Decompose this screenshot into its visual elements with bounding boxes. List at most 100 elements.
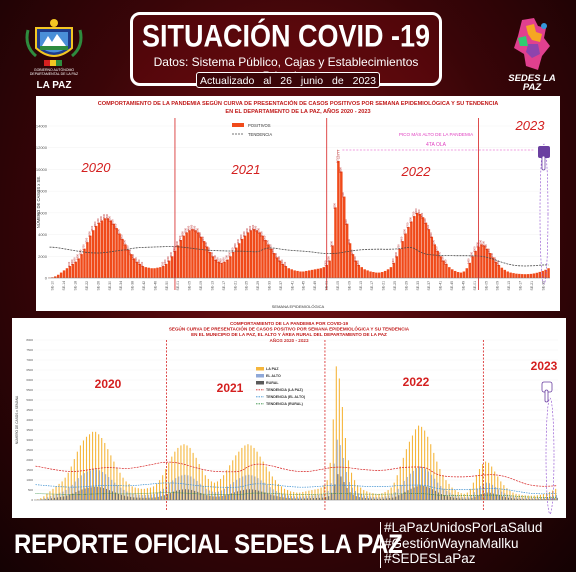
bar-el-alto [111,479,113,500]
bar-rural [90,487,92,500]
x-tick-label: SE-13 [210,281,214,291]
bar [258,232,261,278]
bar-la-paz [439,469,441,500]
x-tick-label: SE-01 [473,281,477,291]
bar-el-alto [44,498,46,500]
bar-la-paz [134,487,136,500]
bar-la-paz [296,492,298,500]
bar-el-alto [300,496,302,500]
bar-rural [523,499,525,500]
bar-rural [492,493,494,500]
y-tick-label: 2500 [26,448,33,452]
bar-rural [486,492,488,500]
bar-rural [334,484,336,500]
bar-la-paz [545,493,548,500]
bar-la-paz [171,456,173,500]
data-label: 2400 [230,247,234,253]
legend-label: TENDENCIA (EL ALTO) [266,395,306,399]
bar-el-alto [489,483,491,500]
bar [188,230,191,278]
data-label: 5000 [111,219,115,225]
bar-la-paz [366,491,368,500]
bar [106,218,110,278]
bar-rural [459,498,461,500]
bar-la-paz [262,461,264,500]
bar-el-alto [498,489,500,500]
bar-el-alto [400,484,402,500]
bar-la-paz [500,481,502,500]
bar-la-paz [256,451,258,500]
bar-rural [200,493,202,500]
coat-of-arms-icon [25,19,83,66]
bar-rural [252,489,254,500]
bar [316,268,320,278]
x-tick-label: SE-09 [347,281,351,291]
bar [486,248,489,278]
data-label: 1700 [213,255,217,261]
bar-el-alto [364,495,366,500]
bar-el-alto [458,496,460,500]
bar-la-paz [323,485,325,500]
bar-el-alto [510,495,512,500]
bar-la-paz [180,445,182,500]
bar-rural [160,496,162,500]
data-label: 4100 [117,229,121,235]
bar-la-paz [253,447,255,500]
x-tick-label: SE-33 [416,281,420,291]
bar-la-paz [244,445,246,500]
bar [51,277,54,278]
bar [97,222,101,278]
bar-el-alto [217,491,219,500]
bar-rural [227,494,229,500]
bar-la-paz [433,452,435,500]
pointing-hand-icon [538,146,550,171]
bar [246,232,250,278]
data-label: 1800 [131,254,135,260]
bar-el-alto [376,497,378,500]
bar-la-paz [347,460,350,500]
bar-la-paz [299,492,301,500]
bar [450,269,454,278]
bar-la-paz [491,466,493,500]
data-label: 2000 [470,251,474,257]
x-tick-label: SE-13 [507,281,511,291]
bar-rural [176,490,177,500]
bar-la-paz [159,480,161,500]
bar-rural [115,492,116,500]
data-label: 1300 [163,259,167,265]
sedes-logo [504,16,560,86]
data-label: 3600 [119,234,123,240]
bar-la-paz [430,444,432,500]
bar-rural [499,495,500,500]
bar [135,261,139,278]
data-label: 3100 [432,239,436,245]
x-tick-label: SE-25 [393,281,397,291]
bar-la-paz [454,490,456,500]
bar-rural [419,485,421,500]
data-label: 1300 [443,259,447,265]
bar-el-alto [294,496,296,500]
bar-rural [431,489,433,500]
bar-la-paz [533,495,535,500]
bar-rural [191,489,193,500]
hashtags: #LaPazUnidosPorLaSalud #GestiónWaynaMall… [384,520,572,567]
bar-la-paz [357,485,359,500]
bar-la-paz [494,471,496,500]
y-tick-label: 6000 [38,210,48,215]
data-label: 1700 [224,255,228,261]
y-tick-label: 500 [28,488,33,492]
bar-el-alto [522,497,524,500]
data-label: 5900 [417,209,421,215]
data-label: 1400 [467,258,471,264]
bar-rural [288,498,290,500]
bar-la-paz [424,430,426,500]
bar-el-alto [223,488,225,500]
bar-rural [136,497,138,500]
bar-rural [462,498,464,500]
bar-rural [291,498,293,500]
bar-el-alto [126,491,128,500]
bar [544,269,547,278]
bar-la-paz [174,451,176,500]
year-label: 2022 [403,375,430,389]
x-tick-label: SE-49 [461,281,465,291]
